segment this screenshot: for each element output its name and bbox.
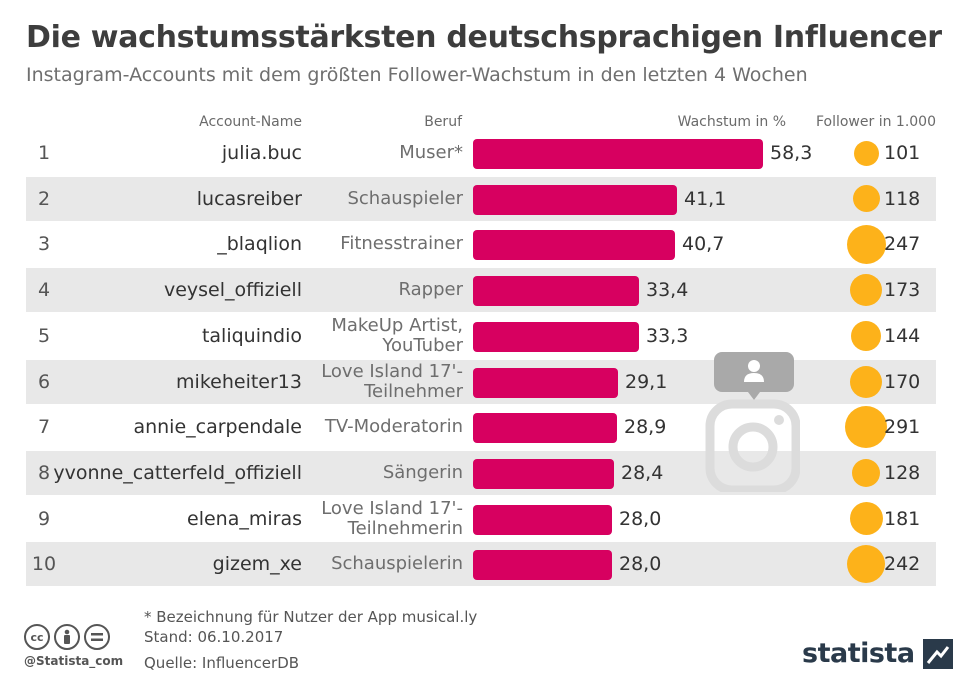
statista-logo-icon — [922, 638, 953, 669]
job-label: Sängerin — [382, 461, 463, 483]
instagram-icon — [705, 352, 800, 492]
account-name[interactable]: gizem_xe — [212, 553, 302, 576]
follower-value: 144 — [884, 324, 921, 347]
follower-value: 173 — [884, 279, 921, 302]
chart-subtitle: Instagram-Accounts mit dem größten Follo… — [26, 64, 808, 86]
rank-label: 5 — [37, 324, 51, 347]
follower-bubble — [850, 365, 882, 398]
growth-bar — [473, 230, 675, 261]
header-growth: Wachstum in % — [677, 114, 786, 130]
follower-bubble — [846, 224, 886, 264]
follower-value: 247 — [884, 233, 921, 256]
growth-value: 40,7 — [682, 233, 725, 256]
table-row: 3 _blaqlion Fitnesstrainer 40,7 247 — [26, 222, 936, 266]
job-label: Love Island 17'-Teilnehmerin — [321, 497, 463, 539]
follower-bubble — [850, 274, 882, 307]
by-icon — [54, 624, 80, 650]
follower-value: 118 — [884, 187, 921, 210]
header-job: Beruf — [424, 114, 462, 130]
rank-label: 9 — [37, 507, 51, 530]
follower-value: 242 — [884, 553, 921, 576]
table-row: 2 lucasreiber Schauspieler 41,1 118 — [26, 176, 936, 221]
follower-bubble — [851, 320, 881, 351]
chart-title: Die wachstumsstärksten deutschsprachigen… — [26, 20, 942, 55]
follower-bubble — [847, 545, 885, 584]
nd-icon — [84, 624, 110, 650]
growth-bar — [473, 413, 617, 444]
cc-icon: cc — [24, 624, 50, 650]
growth-bar — [473, 184, 677, 215]
rank-label: 8 — [37, 461, 51, 484]
follower-bubble — [849, 502, 883, 536]
statista-handle: @Statista_com — [24, 654, 124, 668]
rank-label: 3 — [37, 233, 51, 256]
follower-bubble — [852, 185, 880, 213]
job-label: Rapper — [398, 279, 463, 301]
job-label: Schauspielerin — [331, 553, 463, 575]
rank-label: 6 — [37, 370, 51, 393]
source-note: Quelle: InfluencerDB — [144, 654, 300, 672]
follower-value: 291 — [884, 416, 921, 439]
date-note: Stand: 06.10.2017 — [144, 628, 284, 646]
account-name[interactable]: annie_carpendale — [133, 416, 302, 439]
rank-label: 10 — [31, 553, 57, 576]
job-label: TV-Moderatorin — [324, 416, 463, 438]
growth-value: 41,1 — [684, 187, 727, 210]
rank-label: 1 — [37, 142, 51, 164]
growth-bar — [473, 458, 614, 489]
account-name[interactable]: elena_miras — [187, 507, 302, 530]
follower-value: 170 — [884, 370, 921, 393]
account-name[interactable]: julia.buc — [221, 142, 302, 164]
job-label: Muser* — [399, 142, 463, 163]
statista-logo[interactable]: statista — [802, 638, 953, 669]
header-account: Account-Name — [199, 114, 302, 130]
growth-bar — [473, 504, 612, 535]
follower-value: 128 — [884, 461, 921, 484]
job-label: Schauspieler — [347, 187, 463, 209]
growth-bar — [473, 321, 639, 352]
follower-value: 101 — [884, 142, 921, 164]
growth-value: 33,3 — [646, 324, 689, 347]
account-name[interactable]: lucasreiber — [196, 187, 302, 210]
table-row: 5 taliquindio MakeUp Artist, YouTuber 33,3 1… — [26, 314, 936, 358]
table-row: 4 veysel_offiziell Rapper 33,4 173 — [26, 268, 936, 313]
table-row: 9 elena_miras Love Island 17'-Teilnehmerin… — [26, 497, 936, 541]
brand-name: statista — [802, 638, 915, 669]
growth-bar — [473, 139, 763, 169]
footnote: * Bezeichnung für Nutzer der App musical… — [144, 608, 478, 626]
job-label: MakeUp Artist, YouTuber — [331, 314, 463, 356]
rank-label: 2 — [37, 187, 51, 210]
growth-value: 28,0 — [619, 553, 662, 576]
license-icons: cc — [24, 624, 110, 650]
job-label: Love Island 17'-Teilnehmer — [321, 360, 463, 402]
account-name[interactable]: taliquindio — [201, 324, 302, 347]
follower-bubble — [845, 406, 887, 449]
table-row: 7 annie_carpendale TV-Moderatorin 28,9 291 — [26, 405, 936, 449]
rank-label: 4 — [37, 279, 51, 302]
growth-value: 28,0 — [619, 507, 662, 530]
account-name[interactable]: veysel_offiziell — [163, 279, 302, 302]
follower-bubble — [853, 140, 879, 166]
growth-value: 29,1 — [625, 370, 668, 393]
follower-value: 181 — [884, 507, 921, 530]
account-name[interactable]: yvonne_catterfeld_offiziell — [53, 461, 302, 484]
growth-bar — [473, 367, 618, 398]
growth-value: 28,4 — [621, 461, 664, 484]
follower-bubble — [852, 458, 880, 487]
growth-value: 33,4 — [646, 279, 689, 302]
growth-bar — [473, 276, 639, 307]
table-row: 10 gizem_xe Schauspielerin 28,0 242 — [26, 542, 936, 587]
account-name[interactable]: _blaqlion — [217, 233, 302, 256]
growth-value: 58,3 — [770, 142, 813, 164]
table-row: 1 julia.buc Muser* 58,3 101 — [26, 131, 936, 175]
rank-label: 7 — [37, 416, 51, 439]
growth-value: 28,9 — [624, 416, 667, 439]
growth-bar — [473, 550, 612, 581]
account-name[interactable]: mikeheiter13 — [176, 370, 302, 393]
header-followers: Follower in 1.000 — [815, 114, 936, 130]
job-label: Fitnesstrainer — [340, 233, 463, 255]
